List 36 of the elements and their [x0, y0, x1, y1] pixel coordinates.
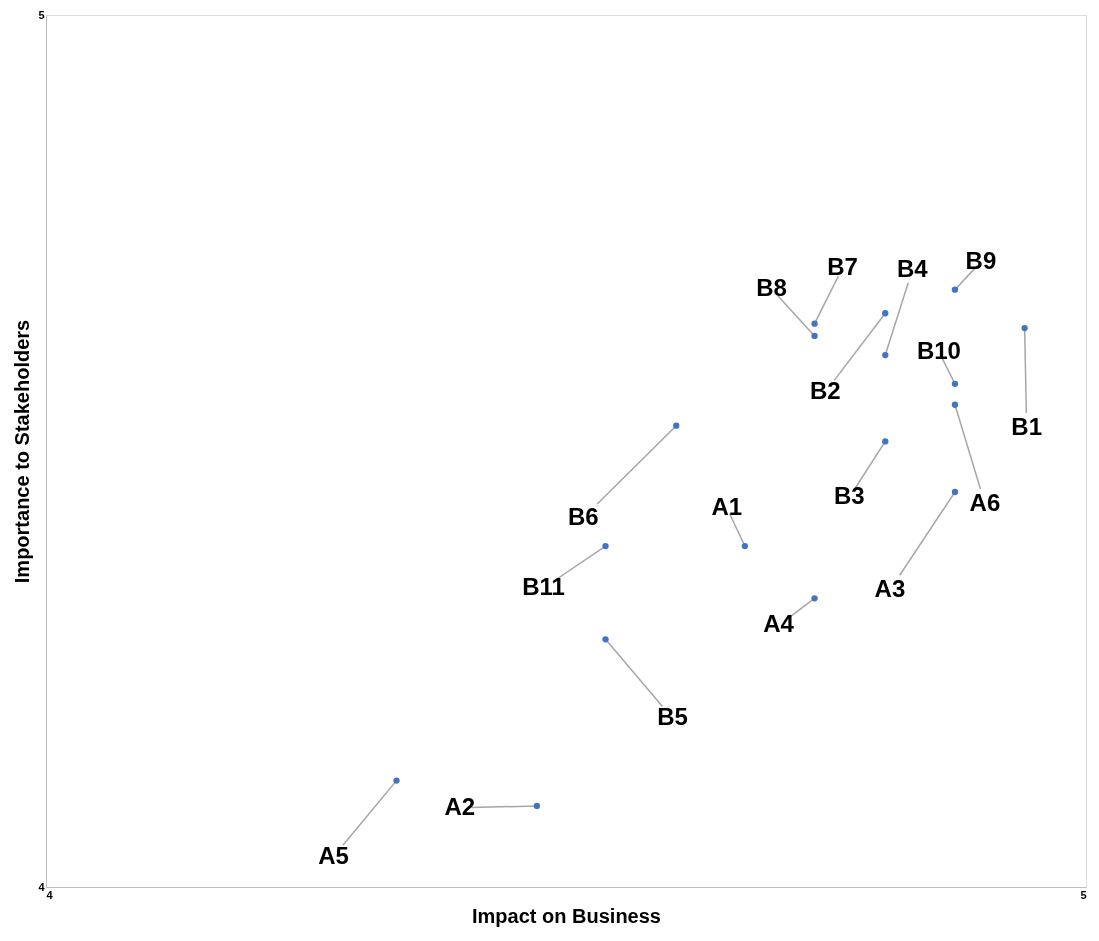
annotation: B9 — [965, 246, 997, 274]
point — [741, 542, 749, 550]
point — [602, 636, 609, 643]
point — [1021, 324, 1028, 332]
annotation: B8 — [756, 273, 787, 301]
point — [811, 332, 818, 340]
annotation: B10 — [916, 336, 961, 364]
point — [951, 380, 959, 388]
annotation: A6 — [969, 488, 1001, 516]
annotation: A5 — [318, 841, 349, 869]
x-axis-title: Impact on Business — [472, 904, 661, 927]
annotation: A2 — [444, 792, 476, 820]
point — [951, 401, 959, 408]
point — [602, 542, 609, 550]
point — [393, 777, 400, 784]
annotation: A4 — [763, 610, 795, 638]
point — [882, 438, 889, 445]
annotation: B2 — [809, 377, 841, 405]
point — [811, 595, 818, 602]
annotation: B11 — [522, 573, 565, 601]
annotation: B4 — [896, 255, 929, 283]
annotation: B6 — [567, 502, 599, 530]
annotation: B5 — [657, 703, 688, 731]
annotation: A3 — [874, 574, 906, 602]
point — [673, 422, 680, 429]
annotation: B1 — [1011, 413, 1042, 441]
annotation: B3 — [833, 482, 865, 510]
point — [882, 351, 889, 359]
point — [882, 310, 889, 317]
point — [951, 488, 959, 496]
annotation: B7 — [827, 252, 858, 280]
point — [533, 802, 541, 810]
y-axis-title: Importance to Stakeholders — [10, 319, 33, 584]
point — [811, 320, 818, 327]
point — [951, 286, 959, 293]
annotation: A1 — [711, 493, 743, 521]
